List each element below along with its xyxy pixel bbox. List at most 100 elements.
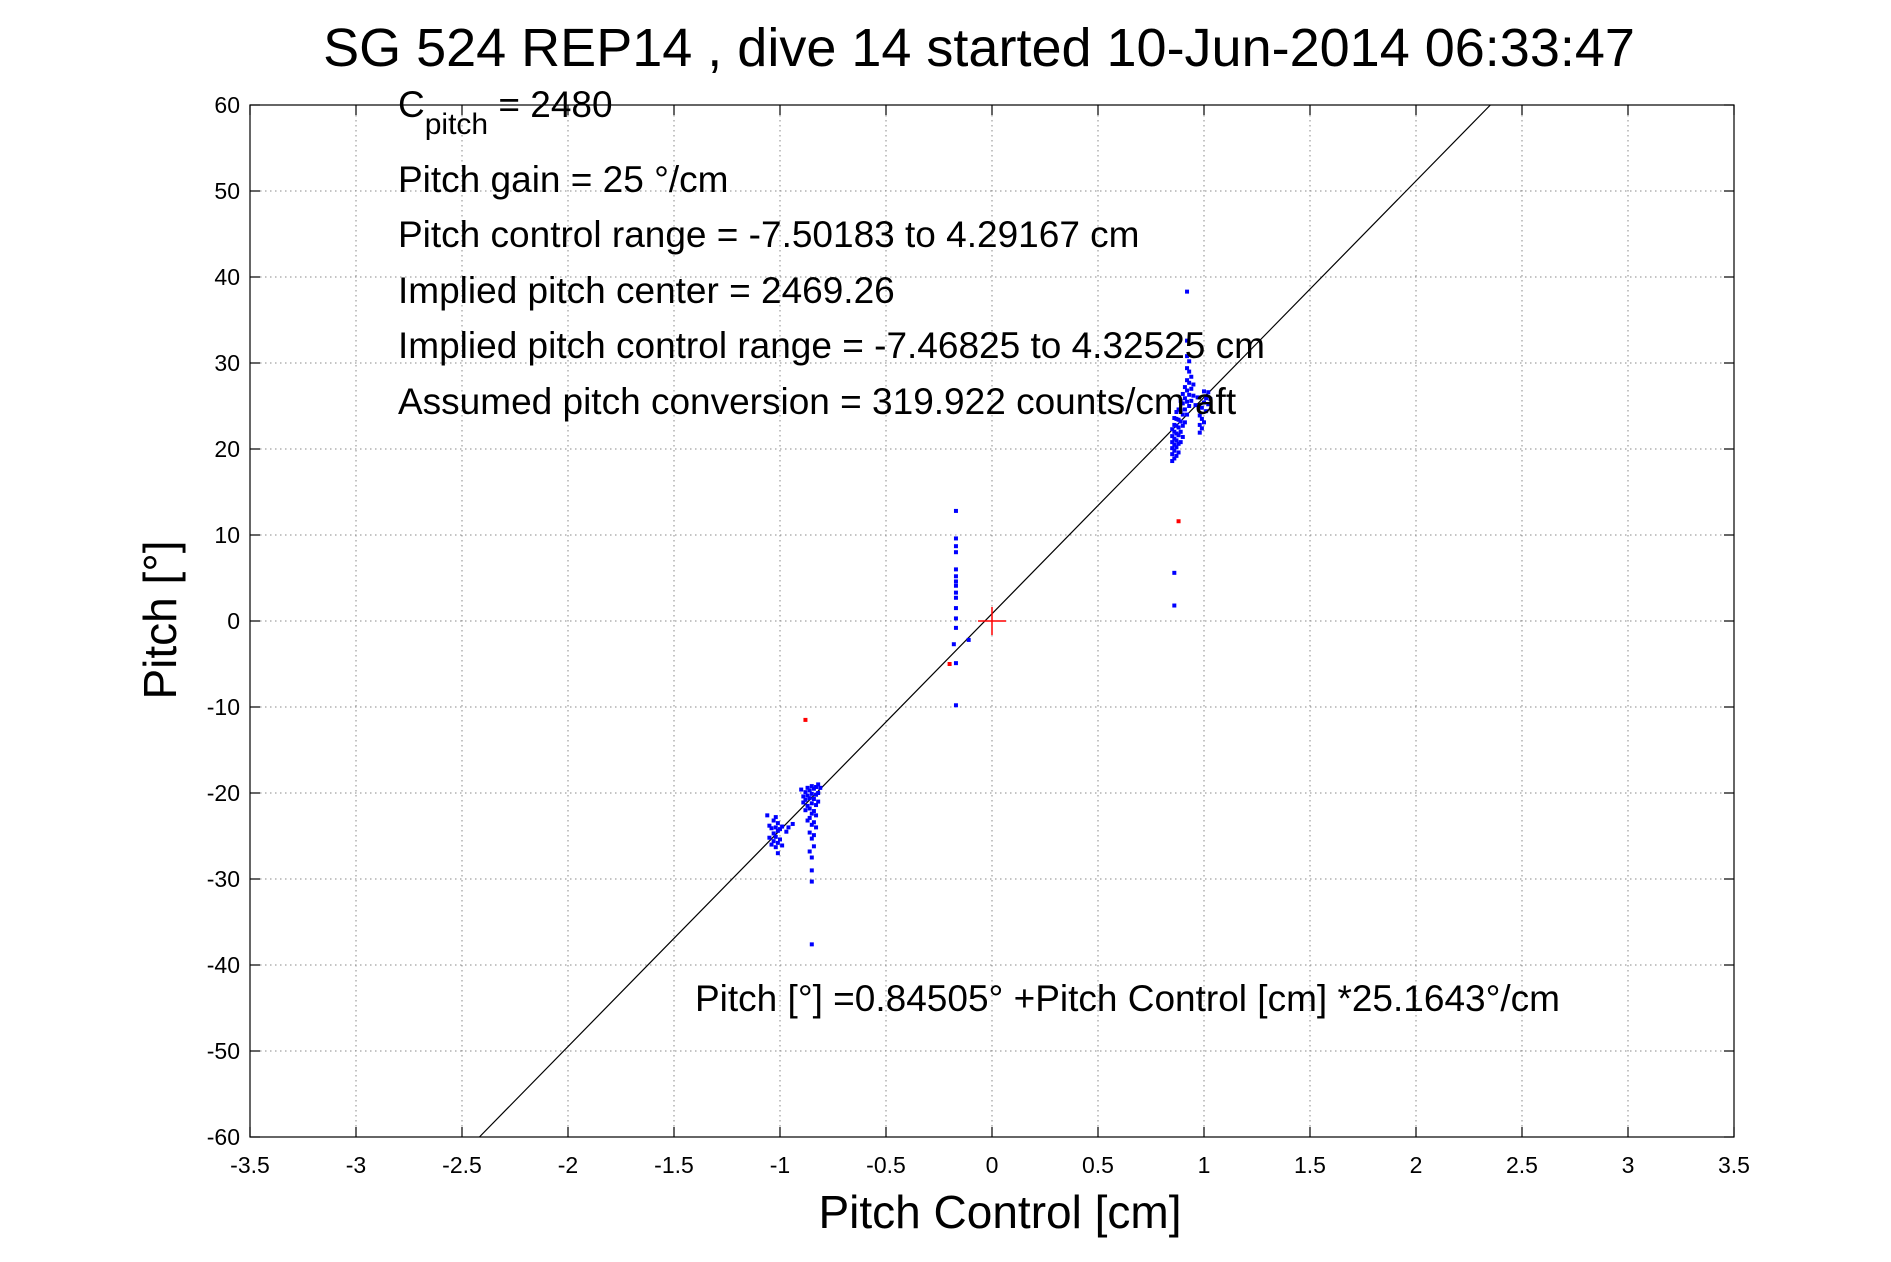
data-point-blue	[1187, 369, 1192, 374]
data-point-blue	[807, 815, 812, 820]
data-point-blue	[1176, 441, 1181, 446]
data-point-blue	[1185, 289, 1190, 294]
data-point-blue	[805, 803, 810, 808]
data-point-blue	[1204, 396, 1209, 401]
data-point-blue	[953, 567, 958, 572]
data-point-blue	[811, 844, 816, 849]
data-point-blue	[809, 811, 814, 816]
data-point-blue	[805, 818, 810, 823]
data-point-blue	[1170, 452, 1175, 457]
data-point-blue	[769, 842, 774, 847]
data-point-blue	[953, 625, 958, 630]
y-tick-label: 0	[227, 608, 240, 634]
pitch-gain-annotation: Pitch gain = 25 °/cm	[398, 159, 729, 200]
data-point-blue	[771, 831, 776, 836]
data-point-blue	[1185, 412, 1190, 417]
data-point-blue	[767, 835, 772, 840]
y-tick-label: 10	[214, 522, 240, 548]
data-point-blue	[1174, 410, 1179, 415]
data-point-blue	[1189, 398, 1194, 403]
data-point-blue	[1197, 422, 1202, 427]
data-point-blue	[811, 809, 816, 814]
data-point-blue	[803, 808, 808, 813]
data-point-blue	[816, 791, 821, 795]
x-tick-label: 3.5	[1718, 1152, 1750, 1178]
data-point-blue	[1202, 400, 1206, 405]
data-point-blue	[801, 794, 806, 799]
data-point-blue	[1176, 450, 1181, 455]
data-point-blue	[1174, 453, 1179, 458]
data-point-blue	[953, 579, 958, 584]
data-point-blue	[1172, 448, 1177, 453]
y-tick-label: 40	[214, 264, 240, 290]
data-point-blue	[807, 830, 812, 835]
y-tick-label: -50	[207, 1038, 240, 1064]
x-tick-label: 2.5	[1506, 1152, 1538, 1178]
data-point-blue	[1176, 407, 1181, 412]
data-point-blue	[1172, 436, 1177, 441]
data-point-blue	[1202, 389, 1206, 394]
data-point-blue	[814, 813, 819, 818]
y-tick-label: -60	[207, 1124, 240, 1150]
data-point-blue	[1174, 445, 1179, 450]
data-point-blue	[1178, 440, 1183, 445]
data-point-blue	[1174, 416, 1179, 421]
data-point-blue	[1172, 429, 1177, 434]
data-point-blue	[1178, 419, 1183, 424]
c-pitch-annotation: Cpitch = 2480	[398, 84, 613, 141]
data-point-blue	[809, 836, 814, 841]
data-point-blue	[803, 790, 808, 795]
c-pitch-subscript: pitch	[425, 108, 488, 141]
data-point-blue	[809, 784, 814, 789]
data-point-blue	[816, 782, 821, 787]
x-tick-label: -1	[770, 1152, 790, 1178]
data-point-blue	[765, 813, 770, 818]
x-tick-label: -2.5	[442, 1152, 482, 1178]
y-tick-label: 50	[214, 178, 240, 204]
data-point-blue	[953, 508, 958, 513]
data-point-blue	[953, 616, 958, 621]
data-point-blue	[1185, 366, 1190, 371]
y-tick-label: -30	[207, 866, 240, 892]
data-point-blue	[807, 849, 812, 854]
data-point-blue	[814, 803, 819, 808]
data-point-blue	[1178, 398, 1183, 403]
data-point-blue	[1187, 359, 1192, 364]
data-point-blue	[1208, 397, 1213, 402]
pitch-control-range-annotation: Pitch control range = -7.50183 to 4.2916…	[398, 214, 1140, 255]
y-tick-label: -40	[207, 952, 240, 978]
data-point-blue	[1170, 459, 1175, 464]
x-tick-label: 2	[1410, 1152, 1423, 1178]
data-point-blue	[1182, 396, 1187, 401]
y-axis-label: Pitch [°]	[134, 540, 186, 699]
data-point-blue	[1199, 416, 1204, 421]
data-point-blue	[953, 703, 958, 708]
data-point-blue	[809, 822, 814, 827]
center-marker	[978, 607, 1006, 635]
data-point-blue	[1187, 404, 1192, 408]
data-point-blue	[773, 825, 778, 830]
data-point-blue	[1187, 392, 1192, 397]
data-point-blue	[784, 829, 789, 834]
y-tick-labels: -60 -50 -40 -30 -20 -10 0 10 20 30 40 50 60	[207, 92, 240, 1150]
data-point-blue	[771, 839, 776, 844]
data-point-blue	[780, 824, 785, 829]
data-point-blue	[953, 536, 958, 541]
data-point-blue	[1174, 423, 1179, 428]
data-point-blue	[1185, 399, 1190, 404]
data-point-blue	[816, 799, 821, 804]
data-point-blue	[799, 787, 804, 792]
data-point-blue	[1178, 408, 1183, 413]
data-point-blue	[1187, 380, 1192, 385]
x-axis-label: Pitch Control [cm]	[819, 1186, 1182, 1238]
data-point-blue	[1195, 395, 1200, 400]
data-points	[765, 289, 1213, 947]
data-point-blue	[809, 791, 814, 796]
data-point-blue	[1182, 420, 1187, 425]
data-point-blue	[1180, 423, 1185, 428]
data-point-blue	[775, 851, 780, 856]
data-point-blue	[814, 825, 819, 830]
data-point-blue	[1172, 416, 1177, 421]
data-point-blue	[811, 820, 816, 825]
